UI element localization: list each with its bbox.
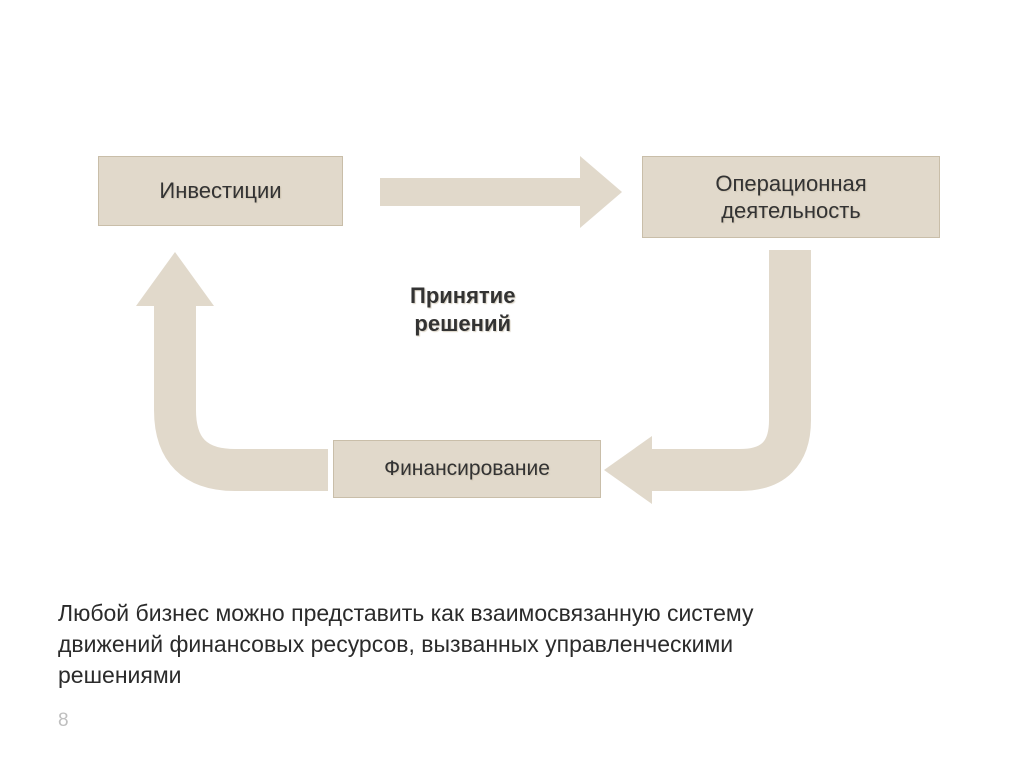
node-investments: Инвестиции — [98, 156, 343, 226]
node-operations-label: Операционная деятельность — [643, 170, 939, 225]
center-label-line2: решений — [410, 310, 515, 338]
arrow-head — [136, 252, 214, 306]
caption-text: Любой бизнес можно представить как взаим… — [58, 598, 818, 691]
node-operations: Операционная деятельность — [642, 156, 940, 238]
page-number: 8 — [58, 710, 69, 732]
center-label-line1: Принятие — [410, 282, 515, 310]
arrow-curve — [175, 302, 328, 470]
node-financing-label: Финансирование — [384, 457, 550, 481]
node-financing: Финансирование — [333, 440, 601, 498]
node-investments-label: Инвестиции — [159, 178, 281, 204]
center-label: Принятие решений — [410, 282, 515, 337]
